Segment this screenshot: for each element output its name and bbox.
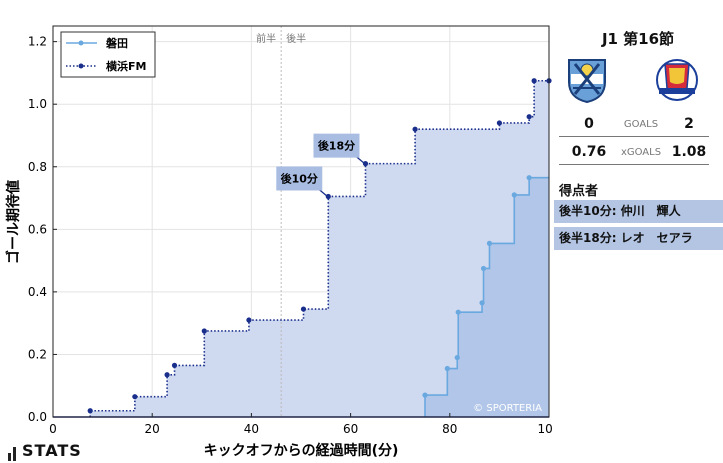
scorers-title: 得点者 — [559, 184, 599, 199]
scorer-item: 後半18分: レオ セアラ — [554, 227, 723, 250]
xgoals-row: 0.76 xGOALS 1.08 — [559, 142, 709, 165]
x-tick-label: 80 — [442, 422, 457, 436]
x-tick-label: 100 — [538, 422, 553, 436]
x-axis-ticks: 0 20 40 60 80 100 — [49, 413, 553, 436]
brand-name: STATS — [22, 441, 82, 460]
data-point — [132, 394, 138, 400]
data-point — [496, 120, 502, 126]
goals-row: 0 GOALS 2 — [559, 114, 709, 137]
match-title: J1 第16節 — [601, 30, 675, 48]
annotation-box — [313, 133, 360, 158]
data-point — [171, 362, 178, 368]
annotation-label: 後10分 — [281, 171, 318, 185]
yokohama-f-marinos-crest-icon — [656, 59, 698, 101]
legend-label-away: 横浜FM — [106, 59, 146, 73]
annotations: 後10分 後18分 — [276, 133, 364, 196]
data-point — [486, 240, 493, 246]
watermark: © SPORTERIA — [473, 403, 542, 414]
home-goals: 0 — [584, 116, 594, 132]
xgoals-label: xGOALS — [620, 147, 662, 158]
x-tick-label: 0 — [49, 422, 57, 436]
data-point — [511, 192, 517, 198]
data-point — [412, 126, 418, 132]
data-point — [454, 354, 460, 361]
x-tick-label: 60 — [343, 422, 358, 436]
halftime-label: 前半 後半 — [256, 32, 306, 45]
area-fills — [90, 80, 549, 418]
away-xgoals: 1.08 — [671, 144, 707, 160]
home-xgoals: 0.76 — [571, 144, 607, 160]
data-point — [526, 175, 532, 181]
xg-timeline-chart: 前半 後半 後10分 後18分 0 20 40 60 80 100 0.0 0.2 0.4 0.6… — [5, 25, 553, 459]
stats-brand: STATS — [8, 441, 82, 461]
plot-frame — [52, 25, 550, 418]
match-summary-panel: J1 第16節 0 GOALS 2 0.76 xGOALS 1.08 得点者 後… — [553, 0, 723, 463]
series-area-0 — [425, 177, 549, 417]
x-tick-label: 20 — [145, 422, 160, 436]
series-points — [87, 78, 552, 414]
data-point — [479, 300, 485, 306]
x-tick-label: 40 — [244, 422, 259, 436]
y-tick-label: 1.0 — [28, 97, 47, 111]
legend-box — [60, 31, 156, 78]
legend-marker-away — [78, 63, 84, 69]
data-point — [455, 309, 461, 315]
annotation-box — [276, 166, 323, 191]
scorer-item: 後半10分: 仲川 輝人 — [554, 200, 723, 223]
data-point — [87, 408, 93, 414]
x-axis-label: キックオフからの経過時間(分) — [204, 442, 399, 459]
y-tick-label: 0.2 — [28, 347, 47, 361]
y-axis-label: ゴール期待値 — [5, 180, 22, 264]
annotation-label: 後18分 — [318, 139, 355, 153]
y-tick-label: 0.6 — [28, 222, 47, 236]
goals-label: GOALS — [623, 119, 659, 130]
legend: 磐田 横浜FM — [60, 31, 156, 78]
data-point — [526, 114, 532, 120]
data-point — [444, 365, 450, 372]
y-tick-label: 0.4 — [28, 285, 47, 299]
data-point — [164, 372, 170, 378]
data-point — [480, 265, 487, 272]
data-point — [246, 317, 252, 323]
legend-marker-home — [78, 40, 84, 46]
y-tick-label: 0.0 — [28, 410, 47, 424]
legend-label-home: 磐田 — [106, 36, 128, 50]
y-tick-label: 0.8 — [28, 160, 47, 174]
data-point — [362, 161, 369, 167]
data-point — [531, 78, 537, 84]
away-goals: 2 — [684, 116, 694, 132]
data-point — [300, 306, 307, 312]
data-point — [422, 392, 428, 398]
data-point — [201, 328, 207, 334]
brand-bars-icon — [8, 442, 18, 461]
y-axis-ticks: 0.0 0.2 0.4 0.6 0.8 1.0 1.2 — [28, 35, 57, 424]
y-tick-label: 1.2 — [28, 35, 47, 49]
jubilo-iwata-crest-icon — [568, 59, 606, 104]
data-point — [325, 193, 331, 200]
